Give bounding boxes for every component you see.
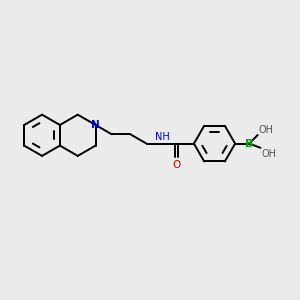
Text: NH: NH [155, 132, 170, 142]
Text: B: B [245, 139, 253, 148]
Text: O: O [172, 160, 181, 170]
Text: OH: OH [262, 149, 277, 159]
Text: OH: OH [258, 124, 273, 135]
Text: N: N [91, 120, 100, 130]
